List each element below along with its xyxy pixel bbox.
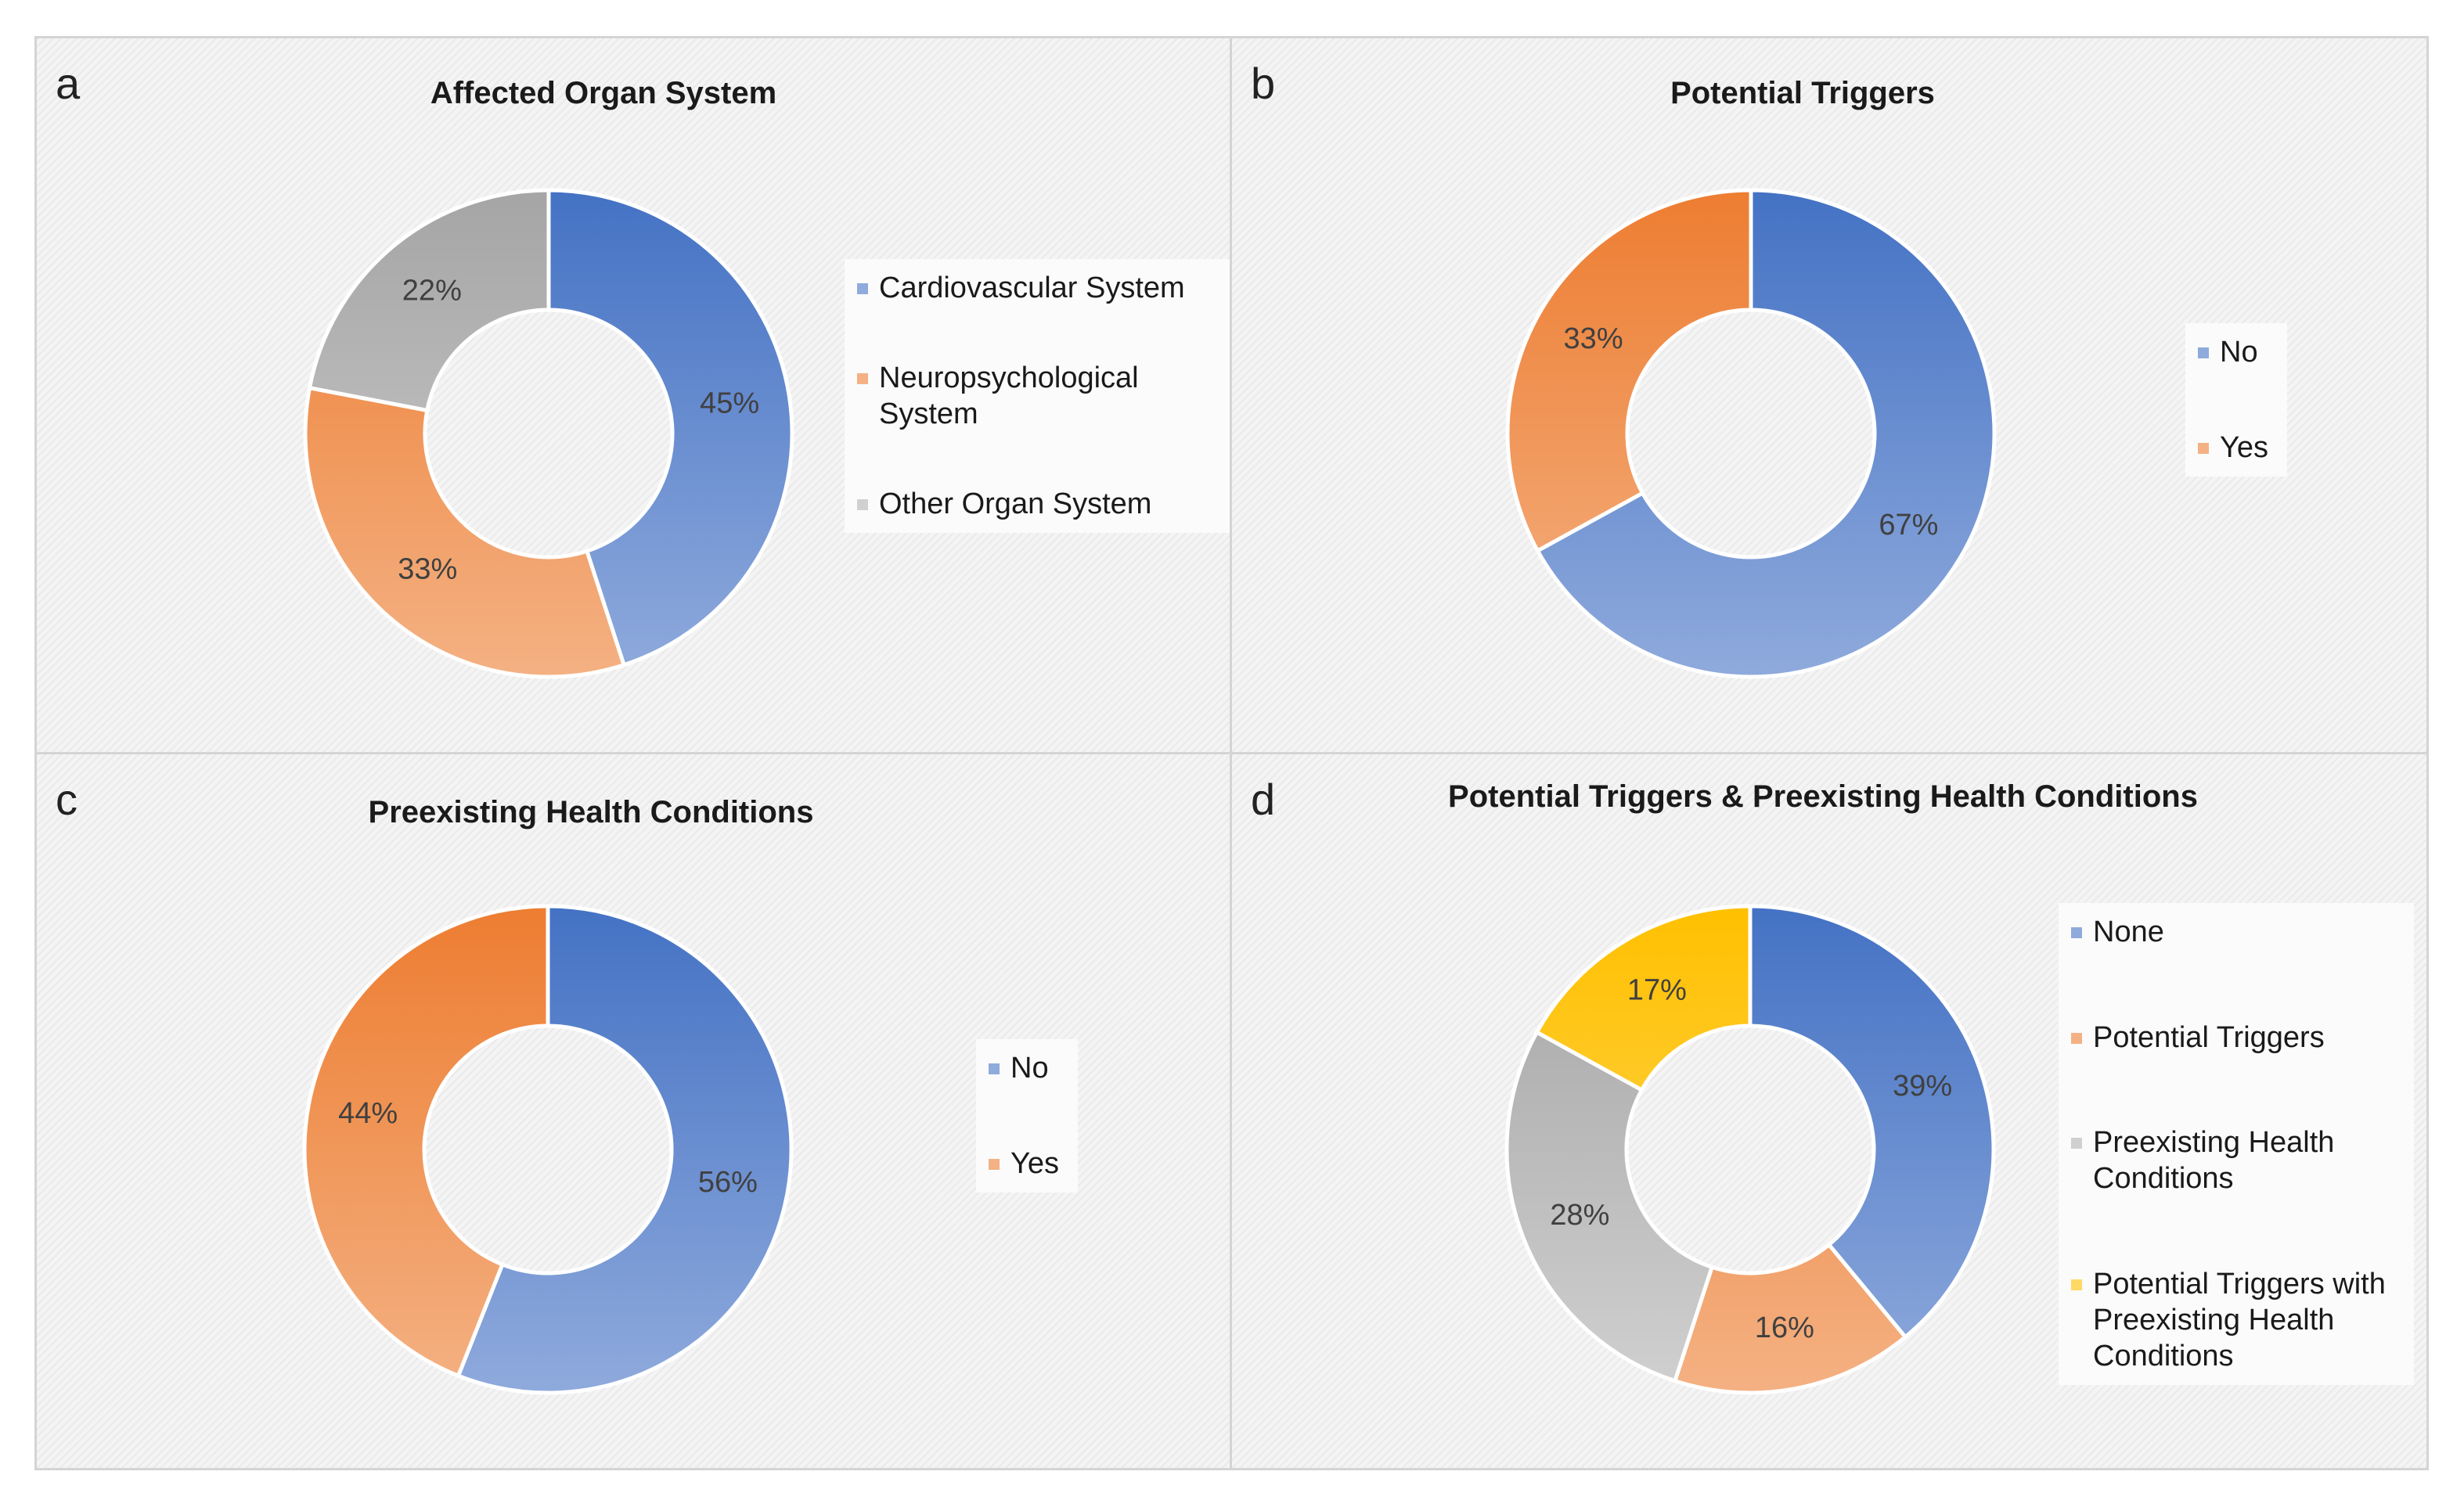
slice-data-label: 17% <box>1627 974 1687 1007</box>
legend-item: Yes <box>987 1146 1067 1182</box>
legend-label: Yes <box>2220 431 2268 464</box>
donut-slice <box>546 188 794 667</box>
legend-swatch <box>2071 1032 2082 1044</box>
legend-item: Cardiovascular System <box>856 270 1241 306</box>
legend-item: Yes <box>2196 430 2276 466</box>
chart-title: Potential Triggers & Preexisting Health … <box>1448 779 2198 814</box>
donut-slice <box>303 385 627 679</box>
slice-data-label: 33% <box>398 553 457 586</box>
legend-label: Other Organ System <box>879 487 1152 520</box>
donut-chart: 45% 33% 22% <box>303 188 794 679</box>
legend-label: No <box>1010 1052 1049 1085</box>
legend-swatch <box>857 373 868 384</box>
legend-swatch <box>2071 927 2082 938</box>
slice-data-label: 67% <box>1879 509 1938 541</box>
panel-c: c Preexisting Health Conditions 56% 44% N… <box>34 752 1232 1470</box>
legend-label: No <box>2220 336 2258 369</box>
legend-item: Potential Triggers with Preexisting Heal… <box>2070 1266 2403 1374</box>
legend-label: Preexisting Health Conditions <box>2093 1126 2335 1196</box>
legend-label: Yes <box>1010 1147 1059 1180</box>
legend-label: Potential Triggers with Preexisting Heal… <box>2093 1267 2386 1372</box>
legend-swatch <box>2198 443 2209 454</box>
donut-slice <box>1535 188 1997 679</box>
legend-swatch <box>2198 347 2209 358</box>
legend-swatch <box>989 1159 1000 1170</box>
slice-data-label: 45% <box>700 387 759 419</box>
legend: No Yes <box>976 1039 1078 1193</box>
legend: No Yes <box>2185 323 2287 477</box>
donut-slice <box>1505 188 1753 554</box>
donut-slice <box>307 188 551 413</box>
donut-slice <box>302 904 550 1379</box>
chart-title: Affected Organ System <box>430 76 777 110</box>
legend-swatch <box>2071 1279 2082 1290</box>
legend-item: None <box>2070 914 2403 950</box>
slice-data-label: 16% <box>1755 1311 1814 1344</box>
legend-swatch <box>857 283 868 294</box>
legend-item: No <box>2196 334 2276 370</box>
slice-data-label: 56% <box>698 1166 758 1199</box>
panel-b: b Potential Triggers 67% 33% No Yes <box>1230 36 2429 754</box>
slice-data-label: 28% <box>1550 1199 1609 1232</box>
chart-title: Potential Triggers <box>1670 76 1935 110</box>
donut-chart: 67% 33% <box>1505 188 1997 679</box>
donut-slice <box>1672 1242 1908 1395</box>
legend-item: Other Organ System <box>856 486 1241 522</box>
donut-slice <box>456 904 794 1395</box>
panel-letter: d <box>1251 775 1276 824</box>
panel-a: a Affected Organ System 45% 33% 22% Cardio… <box>34 36 1252 754</box>
legend-label: Potential Triggers <box>2093 1020 2325 1054</box>
slice-data-label: 22% <box>402 275 462 308</box>
legend-label: None <box>2093 916 2164 948</box>
legend-swatch <box>2071 1138 2082 1149</box>
legend: None Potential Triggers Preexisting Health… <box>2059 903 2414 1385</box>
legend-label: Cardiovascular System <box>879 272 1185 304</box>
donut-slice <box>1748 904 1996 1340</box>
legend-swatch <box>857 499 868 510</box>
slice-data-label: 33% <box>1564 322 1623 355</box>
legend-item: Potential Triggers <box>2070 1020 2403 1056</box>
panel-d: d Potential Triggers & Preexisting Healt… <box>1230 752 2429 1470</box>
legend: Cardiovascular System Neuropsychological … <box>845 259 1252 533</box>
legend-label: Neuropsychological System <box>879 362 1139 430</box>
donut-slice <box>1534 904 1753 1093</box>
donut-slice <box>1504 1029 1715 1383</box>
donut-chart: 56% 44% <box>302 904 794 1395</box>
legend-item: Neuropsychological System <box>856 360 1241 432</box>
legend-swatch <box>989 1063 1000 1074</box>
panel-letter: a <box>56 59 81 108</box>
slice-data-label: 44% <box>338 1097 398 1130</box>
donut-chart: 39% 16% 28% 17% <box>1504 904 1996 1395</box>
panel-letter: c <box>56 775 77 824</box>
legend-item: No <box>987 1050 1067 1086</box>
slice-data-label: 39% <box>1893 1070 1952 1103</box>
legend-item: Preexisting Health Conditions <box>2070 1124 2403 1196</box>
chart-title: Preexisting Health Conditions <box>368 795 814 829</box>
panel-letter: b <box>1251 59 1276 108</box>
